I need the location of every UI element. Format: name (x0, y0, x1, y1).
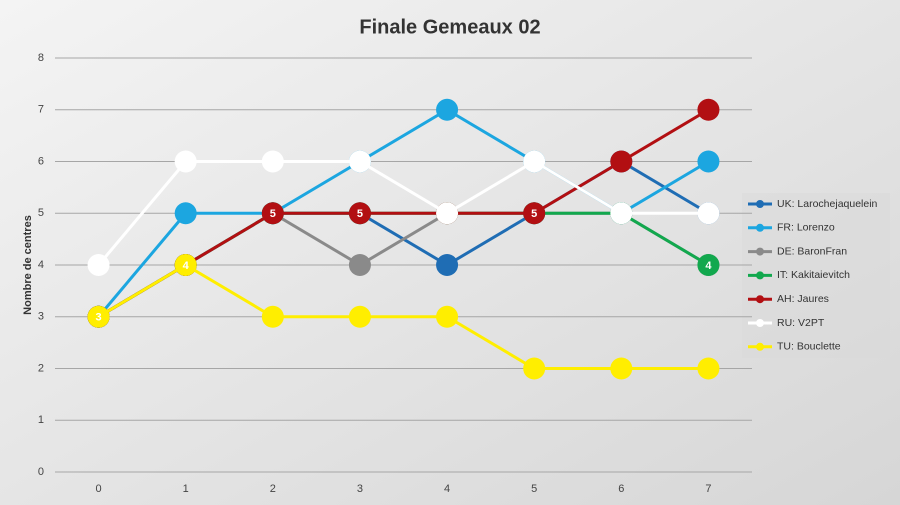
value-label: 4 (183, 260, 190, 272)
marker (348, 254, 371, 276)
x-tick-label: 3 (357, 483, 363, 495)
legend-label: AH: Jaures (777, 293, 829, 305)
marker (697, 254, 720, 276)
value-label: 4 (705, 260, 712, 272)
marker (436, 254, 459, 276)
legend-label: RU: V2PT (777, 317, 825, 329)
y-tick-label: 8 (38, 52, 44, 64)
marker (697, 98, 720, 121)
marker (174, 202, 197, 225)
marker (523, 202, 546, 225)
legend-label: DE: BaronFran (777, 245, 847, 257)
x-tick-label: 5 (531, 483, 537, 495)
marker (610, 357, 633, 380)
legend-swatch (756, 342, 764, 351)
marker (697, 150, 720, 173)
legend-label: IT: Kakitaievitch (777, 269, 850, 281)
series-line (97, 159, 709, 266)
value-label: 5 (531, 208, 537, 220)
marker (523, 150, 546, 173)
value-label: 5 (357, 208, 363, 220)
x-tick-label: 7 (705, 483, 711, 495)
legend-swatch (756, 247, 764, 256)
marker (87, 305, 110, 328)
y-tick-label: 4 (38, 259, 44, 271)
marker (174, 254, 197, 276)
y-axis-label: Nombre de centres (22, 215, 34, 315)
legend-swatch (756, 271, 764, 280)
marker (697, 202, 720, 225)
x-tick-label: 1 (183, 483, 189, 495)
legend-swatch (756, 200, 764, 208)
marker (348, 305, 371, 328)
series-line (97, 263, 709, 370)
marker (436, 305, 459, 328)
legend-label: UK: Larochejaquelein (777, 198, 878, 210)
y-tick-label: 6 (38, 155, 44, 167)
marker (261, 202, 284, 225)
value-label: 5 (270, 208, 276, 220)
marker (261, 150, 284, 173)
x-tick-label: 4 (444, 483, 450, 495)
y-tick-label: 2 (38, 362, 44, 374)
marker (610, 202, 633, 225)
marker (348, 150, 371, 173)
marker (697, 357, 720, 380)
legend-label: TU: Bouclette (777, 341, 841, 353)
marker (261, 305, 284, 328)
value-label: 3 (96, 312, 102, 324)
series-line (97, 108, 710, 319)
y-tick-label: 0 (38, 466, 44, 478)
x-tick-label: 2 (270, 483, 276, 495)
marker (348, 202, 371, 225)
legend-swatch (756, 223, 764, 232)
marker (174, 150, 197, 173)
marker (610, 150, 633, 173)
marker (436, 202, 459, 225)
x-tick-label: 0 (96, 483, 102, 495)
y-tick-label: 1 (38, 414, 44, 426)
y-tick-label: 5 (38, 207, 44, 219)
marker (87, 254, 110, 276)
marker (523, 357, 546, 380)
legend-label: FR: Lorenzo (777, 222, 835, 234)
x-tick-label: 6 (618, 483, 624, 495)
y-tick-label: 3 (38, 311, 44, 323)
chart-title: Finale Gemeaux 02 (359, 16, 540, 38)
legend-swatch (756, 295, 764, 304)
y-tick-label: 7 (38, 104, 44, 116)
marker (436, 98, 459, 121)
legend-swatch (756, 319, 764, 327)
